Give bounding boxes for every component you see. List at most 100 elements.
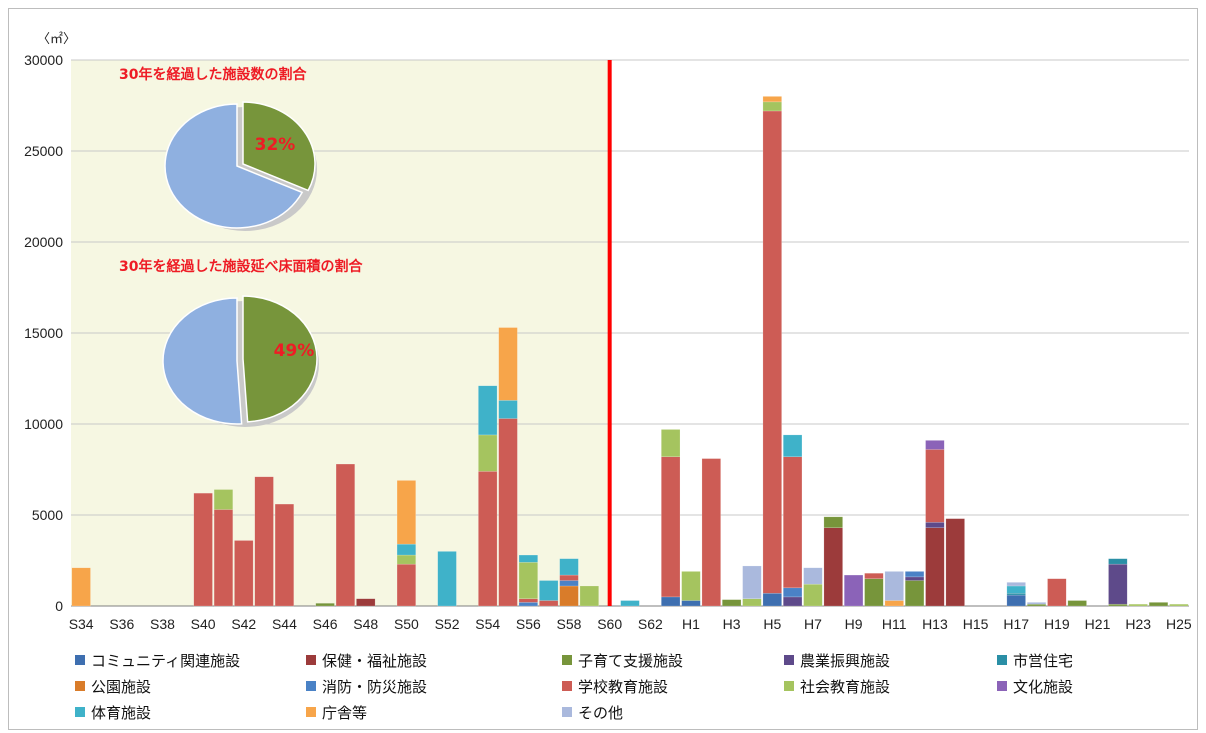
bar-segment: [518, 598, 538, 603]
bar-segment: [1108, 603, 1128, 607]
bar-segment: [681, 600, 701, 607]
bar-segment: [823, 516, 843, 528]
bars: [71, 96, 1189, 607]
bar-segment: [1108, 563, 1128, 605]
pie-title: 30年を経過した施設数の割合: [119, 66, 307, 83]
bar-segment: [335, 463, 356, 607]
bar-segment: [864, 572, 884, 579]
legend-label: 保健・福祉施設: [322, 652, 427, 670]
x-tick-label: S38: [150, 616, 175, 632]
bar-segment: [803, 583, 823, 607]
bar-segment: [1006, 582, 1026, 587]
x-tick-label: H11: [882, 616, 907, 632]
bar-segment: [213, 509, 234, 607]
legend-label: 庁舎等: [322, 704, 367, 722]
bar-segment: [478, 434, 498, 472]
legend-label: 市営住宅: [1013, 652, 1073, 670]
bar-segment: [1006, 594, 1026, 607]
bar-segment: [661, 429, 681, 458]
legend-swatch: [306, 707, 316, 717]
y-tick-label: 0: [55, 598, 63, 614]
bar-segment: [783, 434, 803, 458]
x-tick-label: H21: [1085, 616, 1111, 632]
legend-swatch: [75, 655, 85, 665]
x-tick-label: S56: [516, 616, 541, 632]
bar-segment: [843, 574, 864, 607]
x-tick-label: H1: [682, 616, 700, 632]
pie-slice-highlight: [242, 295, 318, 423]
x-tick-label: H23: [1125, 616, 1151, 632]
bar-segment: [274, 503, 295, 607]
bar-segment: [498, 400, 518, 419]
y-tick-label: 10000: [24, 416, 63, 432]
x-tick-label: S48: [353, 616, 378, 632]
bar-segment: [783, 587, 803, 598]
x-tick-label: S42: [231, 616, 256, 632]
x-tick-label: S44: [272, 616, 297, 632]
bar-segment: [620, 600, 640, 607]
legend-swatch: [997, 655, 1007, 665]
legend-swatch: [562, 707, 572, 717]
x-tick-label: S40: [191, 616, 216, 632]
legend-label: 社会教育施設: [800, 678, 890, 696]
bar-segment: [559, 574, 579, 581]
legend-label: 学校教育施設: [578, 678, 668, 696]
bar-segment: [864, 578, 884, 607]
y-unit-label: 〈㎡〉: [37, 32, 76, 47]
pie-percent-label: 49%: [274, 341, 315, 361]
x-tick-label: H17: [1003, 616, 1029, 632]
x-tick-label: S34: [69, 616, 94, 632]
bar-segment: [437, 551, 457, 607]
pie-percent-label: 32%: [255, 135, 296, 155]
bar-segment: [783, 596, 803, 607]
bar-segment: [904, 580, 925, 607]
bar-segment: [925, 522, 945, 528]
y-tick-label: 30000: [24, 52, 63, 68]
bar-segment: [681, 571, 701, 601]
bar-segment: [762, 110, 782, 594]
bar-segment: [661, 596, 681, 607]
bar-segment: [1006, 593, 1026, 596]
bar-segment: [884, 571, 904, 601]
x-tick-label: S54: [475, 616, 500, 632]
bar-segment: [396, 480, 417, 545]
x-tick-label: H7: [804, 616, 822, 632]
bar-segment: [1047, 578, 1067, 607]
legend-label: 文化施設: [1013, 678, 1073, 696]
bar-segment: [884, 600, 904, 607]
bar-segment: [1169, 603, 1189, 607]
bar-segment: [925, 449, 945, 523]
bar-segment: [356, 598, 376, 607]
bar-segment: [945, 518, 965, 607]
chart-svg: 0 5000 10000 15000 20000 25000 30000 〈㎡〉 S34 S36 S…: [24, 32, 1192, 722]
legend-label: コミュニティ関連施設: [91, 652, 240, 670]
bar-segment: [803, 567, 823, 585]
bar-segment: [518, 562, 538, 599]
legend-label: 農業振興施設: [800, 652, 890, 670]
bar-segment: [661, 456, 681, 598]
legend-swatch: [75, 707, 85, 717]
x-tick-label: H9: [845, 616, 863, 632]
y-tick-label: 5000: [32, 507, 63, 523]
bar-segment: [254, 476, 274, 607]
bar-segment: [742, 565, 762, 599]
bar-segment: [478, 385, 498, 436]
legend-swatch: [306, 655, 316, 665]
legend-label: その他: [578, 704, 623, 722]
bar-segment: [234, 540, 254, 607]
bar-segment: [518, 554, 538, 563]
bar-segment: [1108, 558, 1128, 565]
pie-slice-remainder: [164, 103, 304, 229]
legend-label: 公園施設: [91, 678, 151, 696]
bar-segment: [762, 96, 782, 103]
bar-segment: [498, 327, 518, 401]
bar-segment: [559, 558, 579, 576]
legend-swatch: [562, 681, 572, 691]
bar-segment: [722, 599, 742, 607]
bar-segment: [193, 492, 213, 607]
bar-segment: [742, 598, 762, 607]
bar-segment: [904, 571, 925, 578]
x-tick-label: H19: [1044, 616, 1070, 632]
bar-segment: [539, 580, 559, 601]
x-tick-label: S52: [435, 616, 460, 632]
